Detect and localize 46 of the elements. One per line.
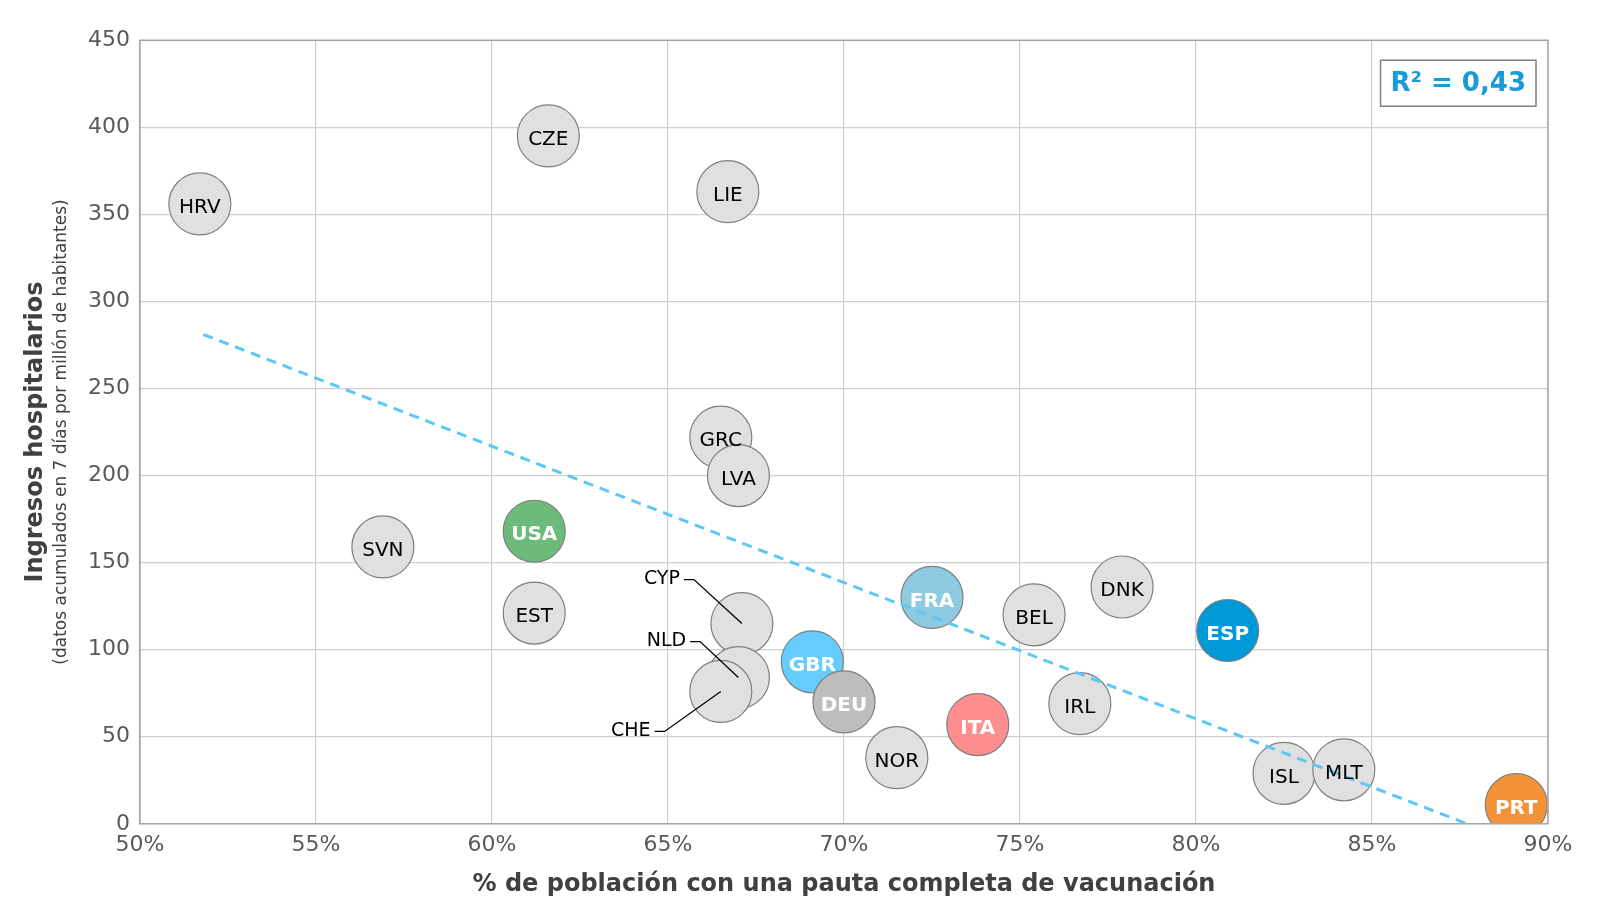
point <box>1252 741 1316 805</box>
point <box>689 659 753 724</box>
point <box>696 160 760 224</box>
x-tick-label: 70% <box>819 830 869 856</box>
y-tick-label: 50 <box>101 722 130 748</box>
series-label: USA <box>511 521 558 546</box>
series-label: PRT <box>1494 794 1539 819</box>
series-label: LIE <box>712 181 743 206</box>
series-label: BEL <box>1015 605 1054 630</box>
series-label: ITA <box>960 714 996 739</box>
series-label: EST <box>515 603 554 628</box>
series-label: IRL <box>1064 693 1097 718</box>
series-label: FRA <box>909 587 955 612</box>
text: CHE <box>611 718 651 741</box>
series-label: NOR <box>874 747 920 772</box>
series-label: HRV <box>179 194 221 219</box>
y-tick-label: 300 <box>87 287 130 313</box>
series-label: LVA <box>720 465 757 490</box>
x-tick-label: 85% <box>1347 830 1397 856</box>
y-tick-label: 350 <box>87 200 130 226</box>
series-label: MLT <box>1324 760 1364 785</box>
x-axis-title: % de población con una pauta completa de vacunación <box>472 868 1216 897</box>
series-label: GRC <box>699 427 742 452</box>
y-axis-title: Ingresos hospitalarios (datos acumulados en 7 días por millón de habitantes) <box>20 199 71 665</box>
y-tick-label: 400 <box>87 112 130 138</box>
y-tick-label: 450 <box>87 25 130 51</box>
series-label: ISL <box>1269 763 1300 788</box>
y-tick-label: 100 <box>87 635 130 661</box>
series-label: DNK <box>1100 577 1145 602</box>
x-tick-label: 65% <box>643 830 693 856</box>
series-label: ESP <box>1206 620 1250 645</box>
x-tick-label: 80% <box>1171 830 1221 856</box>
x-tick-label: 55% <box>291 830 341 856</box>
y-tick-label: 250 <box>87 374 130 400</box>
text: CYP <box>643 566 680 589</box>
series-label: GBR <box>788 652 836 677</box>
x-tick-label: 75% <box>995 830 1045 856</box>
series-label: SVN <box>362 537 404 562</box>
y-tick-label: 150 <box>87 548 130 574</box>
series-label: CZE <box>528 126 569 151</box>
x-tick-label: 90% <box>1523 830 1573 856</box>
annotation: R² = 0,43 <box>1390 66 1527 97</box>
x-tick-label: 60% <box>467 830 517 856</box>
series-label: NLD <box>646 628 687 651</box>
y-tick-label: 200 <box>87 461 130 487</box>
series-label: DEU <box>820 692 868 717</box>
